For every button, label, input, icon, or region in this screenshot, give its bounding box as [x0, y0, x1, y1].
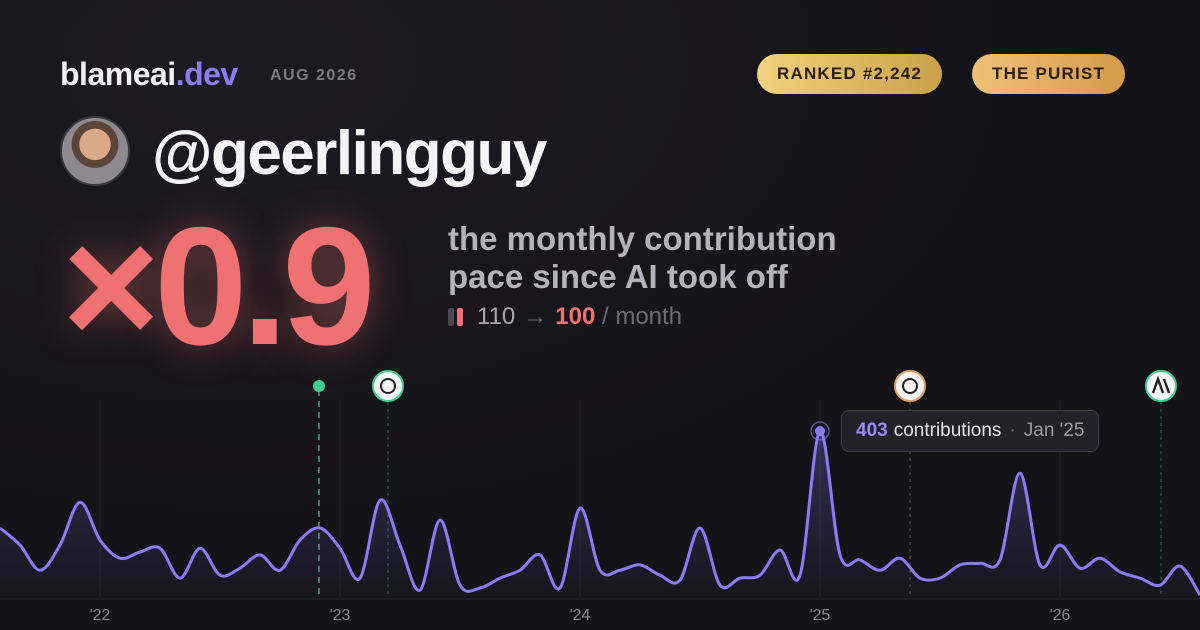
tooltip-separator: ·: [1009, 420, 1016, 441]
persona-badge: THE PURIST: [972, 54, 1126, 94]
tooltip-count: 403: [856, 420, 888, 441]
anthropic-glyph: [1151, 375, 1171, 394]
description: the monthly contribution pace since AI t…: [448, 220, 837, 295]
handle: @geerlingguy: [152, 119, 547, 188]
avatar: [60, 116, 130, 186]
pace-to: 100: [555, 303, 596, 330]
x-tick-label: '25: [810, 607, 831, 624]
tooltip-date: Jan '25: [1023, 420, 1085, 441]
tooltip-label: contributions: [893, 420, 1002, 441]
pace-arrow: →: [523, 303, 548, 330]
event-dot: [313, 380, 325, 392]
event-markers: [313, 370, 1177, 598]
multiplier: ×0.9: [62, 192, 376, 380]
openai-icon: [372, 370, 404, 402]
peak-point: [815, 426, 825, 437]
pace-bar: [457, 308, 463, 326]
pace-unit: / month: [601, 303, 683, 330]
pace-from: 110: [477, 303, 516, 330]
peak-halo: [810, 421, 830, 441]
line: [0, 429, 1200, 596]
openai-glyph: [902, 378, 918, 394]
brand-suffix: .dev: [175, 56, 239, 92]
pace: 110 → 100 / month: [448, 303, 682, 331]
area: [0, 430, 1200, 598]
rank-badge: RANKED #2,242: [757, 54, 943, 94]
openai-icon: [894, 370, 926, 402]
x-tick-label: '22: [90, 607, 111, 624]
brand-name: blameai: [60, 56, 176, 92]
x-tick-label: '23: [330, 607, 351, 624]
date: AUG 2026: [270, 67, 358, 84]
pace-bar: [448, 308, 454, 326]
x-tick-label: '26: [1050, 607, 1071, 624]
openai-glyph: [380, 378, 396, 394]
tooltip: 403 contributions · Jan '25: [841, 410, 1100, 452]
x-tick-label: '24: [570, 607, 591, 624]
brand: blameai.dev: [60, 56, 238, 93]
